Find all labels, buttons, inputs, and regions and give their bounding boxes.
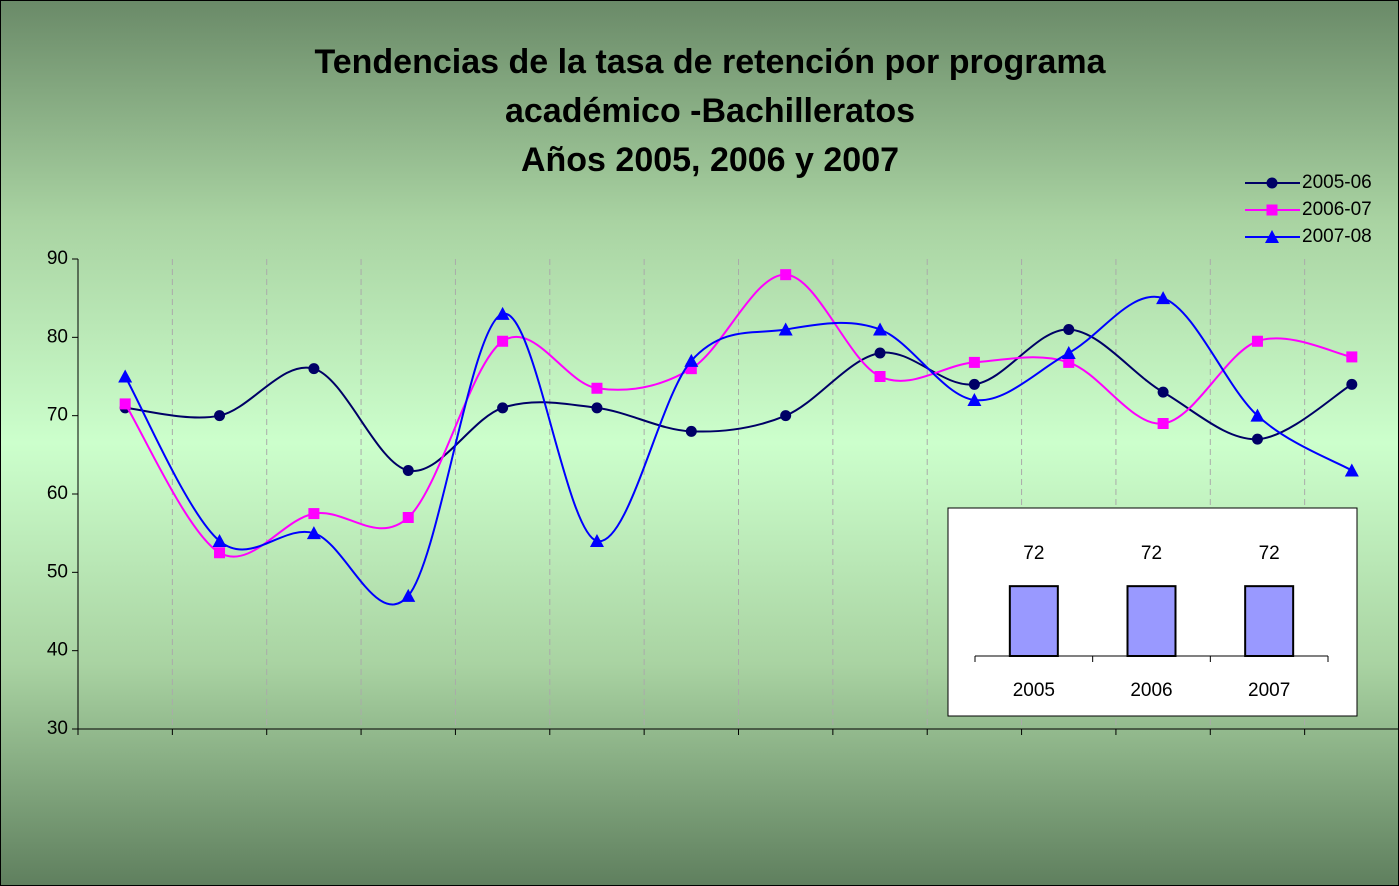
x-tick-label: 2005 <box>1013 680 1055 701</box>
marker <box>967 393 982 406</box>
marker <box>401 588 416 602</box>
marker <box>1157 418 1169 429</box>
marker <box>778 322 793 336</box>
series-line <box>125 328 1353 472</box>
bar <box>1008 585 1059 657</box>
bar <box>1126 585 1177 657</box>
y-tick-label: 60 <box>47 483 68 504</box>
legend-label: 2005-06 <box>1302 172 1372 193</box>
marker <box>308 508 320 520</box>
chart-title: académico -Bachilleratos <box>505 92 915 130</box>
marker <box>214 410 226 422</box>
y-tick-label: 30 <box>47 718 68 739</box>
marker <box>968 378 980 390</box>
marker <box>1266 177 1278 189</box>
marker <box>1266 204 1278 216</box>
marker <box>497 335 509 347</box>
marker <box>1063 356 1075 368</box>
marker <box>402 512 414 523</box>
marker <box>1251 433 1263 445</box>
marker <box>1156 291 1171 305</box>
marker <box>118 369 133 383</box>
marker <box>589 534 604 547</box>
marker <box>212 534 227 547</box>
marker <box>685 425 697 437</box>
marker <box>873 322 888 336</box>
marker <box>780 410 792 422</box>
y-tick-label: 70 <box>47 405 68 426</box>
marker <box>968 356 980 368</box>
marker <box>1061 346 1076 359</box>
marker <box>685 363 697 375</box>
marker <box>1346 351 1358 363</box>
marker <box>214 547 226 559</box>
marker <box>1250 408 1265 422</box>
marker <box>780 269 792 281</box>
marker <box>119 398 131 410</box>
marker <box>402 465 414 476</box>
y-tick-label: 80 <box>47 326 68 347</box>
marker <box>1251 335 1263 347</box>
marker <box>495 306 510 320</box>
marker <box>591 382 603 394</box>
data-label: 72 <box>1023 543 1044 564</box>
chart-title: Años 2005, 2006 y 2007 <box>521 141 899 179</box>
x-tick-label: 2007 <box>1248 680 1290 701</box>
y-tick-label: 50 <box>47 561 68 582</box>
bar <box>1244 585 1295 657</box>
marker <box>684 353 699 367</box>
marker <box>591 402 603 414</box>
y-tick-label: 40 <box>47 640 68 661</box>
marker <box>874 347 886 359</box>
series-line <box>124 295 1353 606</box>
chart-title: Tendencias de la tasa de retención por p… <box>314 43 1106 81</box>
data-label: 72 <box>1141 543 1162 564</box>
marker <box>1344 463 1359 477</box>
legend-label: 2007-08 <box>1302 226 1372 247</box>
data-label: 72 <box>1259 543 1280 564</box>
marker <box>874 371 886 382</box>
marker <box>308 363 320 375</box>
marker <box>1157 386 1169 398</box>
marker <box>1265 230 1279 243</box>
marker <box>497 402 509 414</box>
legend-label: 2006-07 <box>1302 199 1372 220</box>
marker <box>1063 324 1075 335</box>
marker <box>306 526 321 540</box>
y-tick-label: 90 <box>47 248 68 269</box>
x-tick-label: 2006 <box>1130 680 1172 701</box>
marker <box>1346 378 1358 390</box>
